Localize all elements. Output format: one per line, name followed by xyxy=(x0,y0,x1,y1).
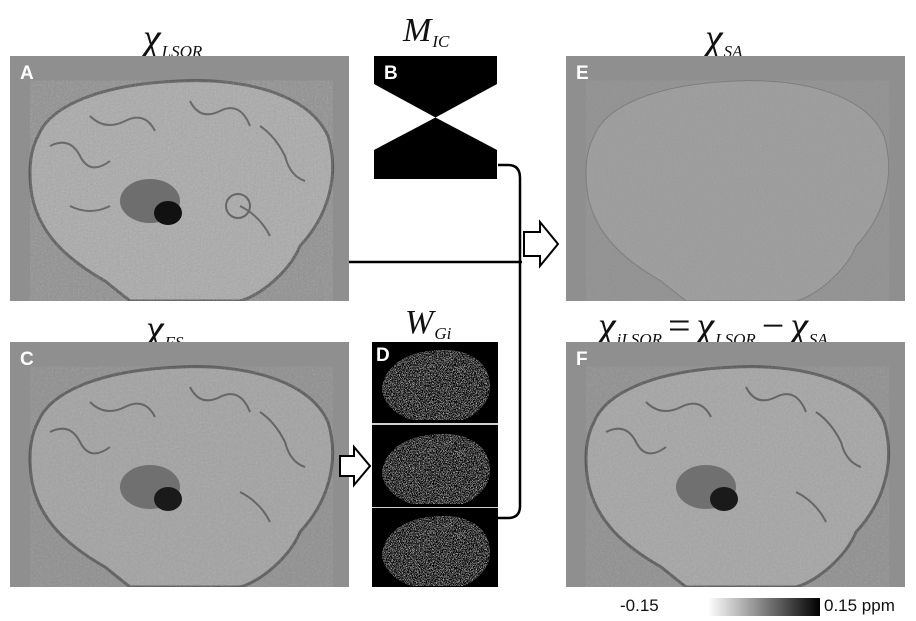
panel-a-chi-lsqr: A xyxy=(10,56,349,301)
weighting-map-stack xyxy=(372,342,498,587)
panel-c-chi-fs: C xyxy=(10,342,349,587)
brain-sagittal-image xyxy=(585,80,890,301)
panel-letter: E xyxy=(576,63,589,84)
colorbar-gradient xyxy=(708,598,820,616)
connector-b-d-line xyxy=(498,163,522,520)
label-chi-lsqr: χLSQR xyxy=(143,15,203,61)
panel-letter: B xyxy=(384,63,398,84)
label-ilsqr-equation: χiLSQR = χLSQR − χSA xyxy=(598,303,828,349)
panel-letter: C xyxy=(20,349,34,370)
colorbar-max-label: 0.15 ppm xyxy=(824,596,895,615)
panel-d-weighting-maps: D xyxy=(372,342,498,587)
arrow-to-e-icon xyxy=(523,219,560,269)
label-w-gi: WGi xyxy=(405,304,452,343)
panel-b-mask-ic: B xyxy=(374,56,497,179)
panel-letter: F xyxy=(576,349,588,370)
colorbar: -0.15 0.15 ppm xyxy=(620,594,916,620)
panel-letter: D xyxy=(376,345,390,366)
panel-letter: A xyxy=(20,63,34,84)
brain-sagittal-image xyxy=(28,79,335,301)
panel-e-chi-sa: E xyxy=(566,56,905,301)
label-chi-sa: χSA xyxy=(705,15,743,61)
label-m-ic: MIC xyxy=(403,12,450,51)
brain-sagittal-image xyxy=(28,365,335,587)
colorbar-min-label: -0.15 xyxy=(620,596,659,615)
brain-sagittal-image xyxy=(584,365,891,587)
mask-image xyxy=(374,56,497,179)
panel-f-chi-ilsqr: F xyxy=(566,342,905,587)
